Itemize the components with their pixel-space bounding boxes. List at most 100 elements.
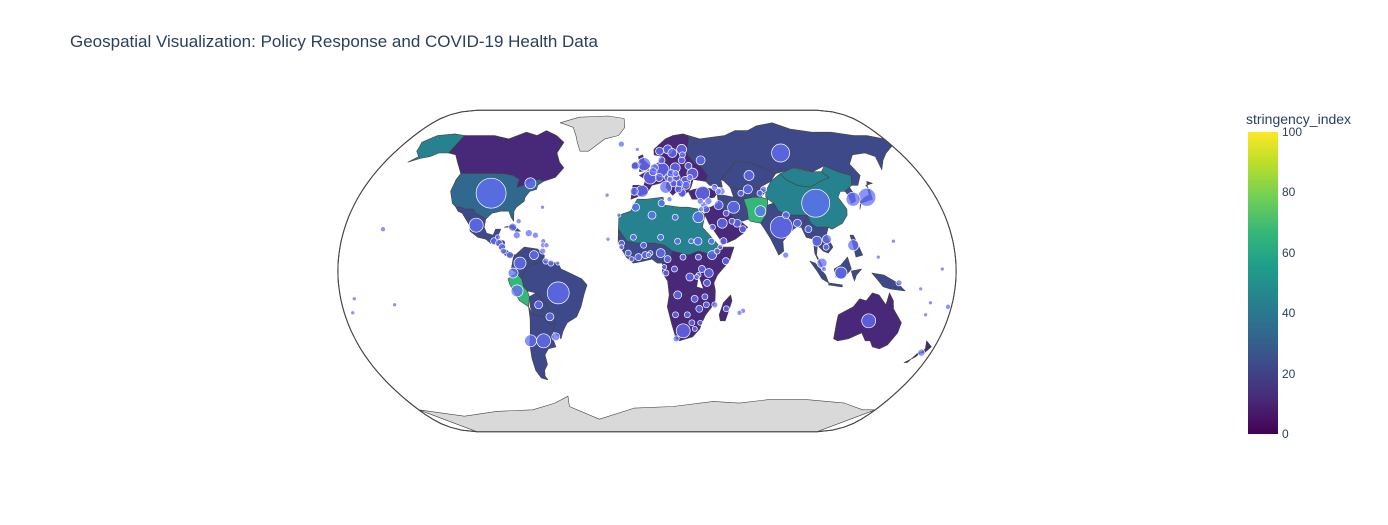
bubble-point[interactable] — [634, 147, 640, 152]
country-greenland[interactable] — [559, 115, 626, 152]
bubble-point[interactable] — [793, 218, 802, 228]
bubble-point[interactable] — [917, 348, 926, 357]
bubble-layer[interactable] — [350, 140, 951, 357]
bubble-point[interactable] — [711, 301, 719, 309]
bubble-point[interactable] — [659, 180, 673, 194]
bubble-point[interactable] — [695, 304, 704, 313]
bubble-point[interactable] — [618, 244, 625, 250]
bubble-point[interactable] — [671, 265, 678, 273]
bubble-point[interactable] — [674, 237, 681, 245]
bubble-point[interactable] — [617, 140, 625, 148]
bubble-point[interactable] — [671, 213, 679, 221]
bubble-point[interactable] — [672, 335, 680, 343]
bubble-point[interactable] — [661, 264, 668, 270]
bubble-point[interactable] — [468, 217, 484, 233]
bubble-point[interactable] — [672, 311, 679, 319]
bubble-point[interactable] — [688, 238, 695, 245]
bubble-point[interactable] — [605, 236, 611, 242]
bubble-point[interactable] — [513, 256, 527, 270]
country-antarctica[interactable] — [418, 395, 876, 432]
bubble-point[interactable] — [782, 211, 790, 220]
bubble-point[interactable] — [703, 279, 711, 287]
bubble-point[interactable] — [657, 233, 664, 241]
bubble-point[interactable] — [546, 281, 570, 305]
bubble-point[interactable] — [630, 233, 637, 241]
bubble-point[interactable] — [821, 266, 827, 272]
bubble-point[interactable] — [939, 266, 945, 272]
bubble-point[interactable] — [655, 146, 664, 156]
bubble-point[interactable] — [543, 242, 550, 249]
bubble-point[interactable] — [891, 238, 896, 244]
bubble-point[interactable] — [637, 157, 651, 171]
bubble-point[interactable] — [657, 199, 666, 208]
bubble-point[interactable] — [754, 205, 767, 218]
bubble-point[interactable] — [631, 202, 640, 212]
bubble-point[interactable] — [634, 253, 643, 261]
bubble-point[interactable] — [679, 253, 687, 261]
bubble-point[interactable] — [698, 265, 706, 273]
bubble-point[interactable] — [551, 332, 561, 342]
bubble-point[interactable] — [722, 305, 730, 313]
bubble-point[interactable] — [703, 268, 714, 278]
bubble-point[interactable] — [698, 206, 704, 213]
bubble-point[interactable] — [475, 177, 507, 209]
bubble-point[interactable] — [685, 272, 695, 282]
bubble-point[interactable] — [918, 286, 924, 292]
bubble-point[interactable] — [667, 148, 678, 158]
bubble-point[interactable] — [875, 254, 881, 260]
bubble-point[interactable] — [508, 222, 518, 232]
bubble-point[interactable] — [816, 257, 828, 269]
bubble-point[interactable] — [690, 294, 699, 303]
bubble-point[interactable] — [713, 200, 724, 211]
bubble-point[interactable] — [654, 173, 664, 182]
bubble-point[interactable] — [663, 255, 672, 263]
bubble-point[interactable] — [895, 279, 903, 287]
bubble-point[interactable] — [709, 223, 716, 231]
country-java[interactable] — [828, 282, 843, 288]
bubble-point[interactable] — [683, 311, 691, 319]
bubble-point[interactable] — [524, 177, 537, 190]
bubble-point[interactable] — [713, 247, 721, 255]
bubble-point[interactable] — [801, 188, 831, 218]
bubble-point[interactable] — [500, 247, 507, 255]
bubble-point[interactable] — [688, 319, 696, 327]
bubble-point[interactable] — [769, 215, 793, 239]
bubble-point[interactable] — [647, 210, 657, 220]
bubble-point[interactable] — [616, 212, 622, 218]
bubble-point[interactable] — [847, 239, 860, 252]
bubble-point[interactable] — [702, 301, 710, 309]
bubble-point[interactable] — [717, 244, 724, 250]
bubble-point[interactable] — [534, 300, 543, 310]
bubble-point[interactable] — [666, 196, 673, 203]
bubble-point[interactable] — [380, 226, 386, 233]
bubble-point[interactable] — [630, 161, 640, 171]
bubble-point[interactable] — [722, 257, 730, 265]
bubble-point[interactable] — [495, 234, 501, 241]
bubble-point[interactable] — [540, 204, 545, 210]
bubble-point[interactable] — [771, 143, 790, 163]
bubble-point[interactable] — [628, 256, 635, 262]
bubble-point[interactable] — [640, 241, 647, 249]
bubble-point[interactable] — [666, 176, 674, 183]
bubble-point[interactable] — [624, 249, 632, 257]
country-alaska[interactable] — [407, 133, 465, 163]
bubble-point[interactable] — [512, 231, 521, 240]
bubble-point[interactable] — [351, 296, 357, 302]
country-new-guinea[interactable] — [871, 272, 906, 292]
bubble-point[interactable] — [756, 189, 764, 197]
bubble-point[interactable] — [945, 303, 951, 310]
bubble-point[interactable] — [524, 334, 537, 348]
bubble-point[interactable] — [845, 191, 861, 207]
bubble-point[interactable] — [743, 170, 755, 181]
bubble-point[interactable] — [704, 197, 713, 206]
country-sulawesi[interactable] — [851, 268, 862, 282]
bubble-point[interactable] — [822, 234, 832, 245]
bubble-point[interactable] — [686, 174, 694, 181]
bubble-point[interactable] — [506, 251, 514, 259]
bubble-point[interactable] — [737, 189, 745, 197]
bubble-point[interactable] — [648, 167, 658, 177]
bubble-point[interactable] — [716, 217, 728, 229]
bubble-point[interactable] — [736, 309, 743, 316]
bubble-point[interactable] — [672, 170, 680, 177]
